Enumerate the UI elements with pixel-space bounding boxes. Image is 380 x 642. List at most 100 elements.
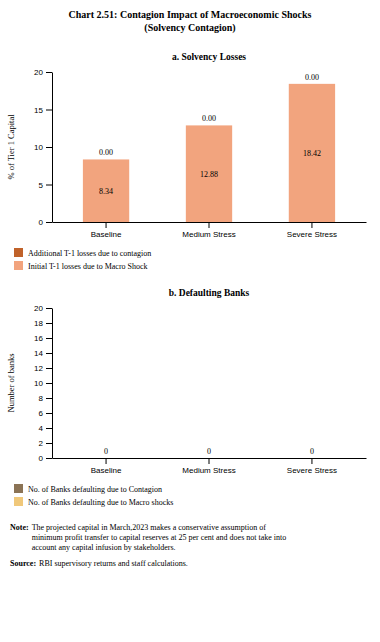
legend-item: No. of Banks defaulting due to Macro sho… <box>14 497 173 507</box>
y-tick-mark <box>46 308 52 309</box>
y-tick-label: 15 <box>34 106 43 115</box>
x-tick-label: Severe Stress <box>287 230 337 239</box>
x-tick-label: Medium Stress <box>182 466 235 475</box>
data-label: 0.00 <box>202 114 216 123</box>
y-tick-mark <box>46 147 52 148</box>
x-axis: Baseline Medium Stress Severe Stress <box>53 458 367 475</box>
y-tick: 5 <box>39 181 52 190</box>
x-tick-label: Medium Stress <box>182 230 235 239</box>
x-tick-mark <box>209 458 210 464</box>
x-tick: Baseline <box>91 458 122 475</box>
data-label: 0.00 <box>305 73 319 82</box>
y-tick-label: 0 <box>39 218 44 227</box>
bars <box>83 84 335 222</box>
y-tick-label: 5 <box>39 181 44 190</box>
legend-swatch <box>14 248 23 257</box>
annotation-label: Source: <box>10 559 36 568</box>
bar <box>294 458 330 459</box>
y-tick-mark <box>46 443 52 444</box>
x-tick-mark <box>106 458 107 464</box>
main-subtitle: (Solvency Contagion) <box>144 22 235 34</box>
y-tick-label: 10 <box>34 379 43 388</box>
bar <box>186 125 232 126</box>
annotation-label: Note: <box>10 523 29 532</box>
legend: No. of Banks defaulting due to Contagion… <box>14 484 173 507</box>
x-tick-mark <box>209 222 210 228</box>
bar <box>191 458 227 459</box>
x-tick-label: Baseline <box>91 466 122 475</box>
x-tick: Severe Stress <box>287 458 337 475</box>
data-labels: 0 0 0 <box>104 447 314 456</box>
bar <box>83 159 129 222</box>
x-tick: Medium Stress <box>182 458 235 475</box>
y-tick: 20 <box>34 304 52 313</box>
x-tick-label: Baseline <box>91 230 122 239</box>
y-tick-label: 6 <box>39 409 44 418</box>
data-label: 0 <box>104 447 108 456</box>
bar <box>191 458 227 459</box>
legend-swatch <box>14 261 23 270</box>
y-tick-mark <box>46 398 52 399</box>
y-tick-label: 4 <box>39 424 44 433</box>
y-axis: 0 5 10 15 20 <box>34 68 52 227</box>
x-tick: Medium Stress <box>182 222 235 239</box>
legend-label: No. of Banks defaulting due to Contagion <box>28 485 162 494</box>
y-tick: 2 <box>39 439 52 448</box>
y-axis: 0 2 4 6 8 10 12 14 16 18 20 <box>34 304 52 463</box>
y-tick: 0 <box>39 454 52 463</box>
y-tick: 10 <box>34 379 52 388</box>
y-tick: 10 <box>34 143 52 152</box>
y-axis-title: Number of banks <box>6 353 16 412</box>
data-label: 0 <box>310 447 314 456</box>
legend-label: Initial T-1 losses due to Macro Shock <box>28 262 148 271</box>
chart-title: a. Solvency Losses <box>172 52 246 62</box>
y-axis-title: % of Tier 1 Capital <box>6 114 16 180</box>
legend-item: Initial T-1 losses due to Macro Shock <box>14 261 148 271</box>
y-tick-mark <box>46 458 52 459</box>
y-tick-mark <box>46 185 52 186</box>
data-label: 8.34 <box>99 187 113 196</box>
y-tick: 0 <box>39 218 52 227</box>
panel: a. Solvency Losses 0 5 10 15 20 Baseline Medium… <box>6 52 367 271</box>
data-label: 0.00 <box>99 148 113 157</box>
bar <box>289 83 335 84</box>
y-tick-mark <box>46 368 52 369</box>
y-tick-label: 8 <box>39 394 44 403</box>
y-tick: 16 <box>34 334 52 343</box>
bar <box>186 125 232 222</box>
y-tick-mark <box>46 222 52 223</box>
annotation-text: RBI supervisory returns and staff calcul… <box>39 559 188 568</box>
panel: b. Defaulting Banks 0 2 4 6 8 10 12 14 16 18 20 Base… <box>6 288 367 507</box>
y-tick-label: 12 <box>34 364 43 373</box>
bar <box>289 84 335 222</box>
y-tick-mark <box>46 383 52 384</box>
y-tick-label: 0 <box>39 454 44 463</box>
y-tick-label: 20 <box>34 304 43 313</box>
y-tick: 18 <box>34 319 52 328</box>
y-tick-label: 20 <box>34 68 43 77</box>
y-tick: 6 <box>39 409 52 418</box>
y-tick-label: 14 <box>34 349 43 358</box>
y-tick-mark <box>46 110 52 111</box>
y-tick-mark <box>46 428 52 429</box>
y-tick: 15 <box>34 106 52 115</box>
x-tick-label: Severe Stress <box>287 466 337 475</box>
y-tick-label: 18 <box>34 319 43 328</box>
data-labels: 8.3412.8818.420.000.000.00 <box>99 73 321 196</box>
main-title: Chart 2.51: Contagion Impact of Macroeco… <box>69 9 312 20</box>
data-label: 12.88 <box>200 170 218 179</box>
y-tick: 14 <box>34 349 52 358</box>
legend: Additional T-1 losses due to contagionIn… <box>14 248 151 271</box>
legend-swatch <box>14 484 23 493</box>
y-tick-mark <box>46 72 52 73</box>
x-axis: Baseline Medium Stress Severe Stress <box>53 222 367 239</box>
chart-title: b. Defaulting Banks <box>169 288 250 298</box>
y-tick-mark <box>46 413 52 414</box>
y-axis-line <box>52 73 53 223</box>
bar <box>88 458 124 459</box>
x-tick-mark <box>311 458 312 464</box>
y-tick-mark <box>46 353 52 354</box>
data-label: 0 <box>207 447 211 456</box>
bar <box>88 458 124 459</box>
y-tick-mark <box>46 338 52 339</box>
